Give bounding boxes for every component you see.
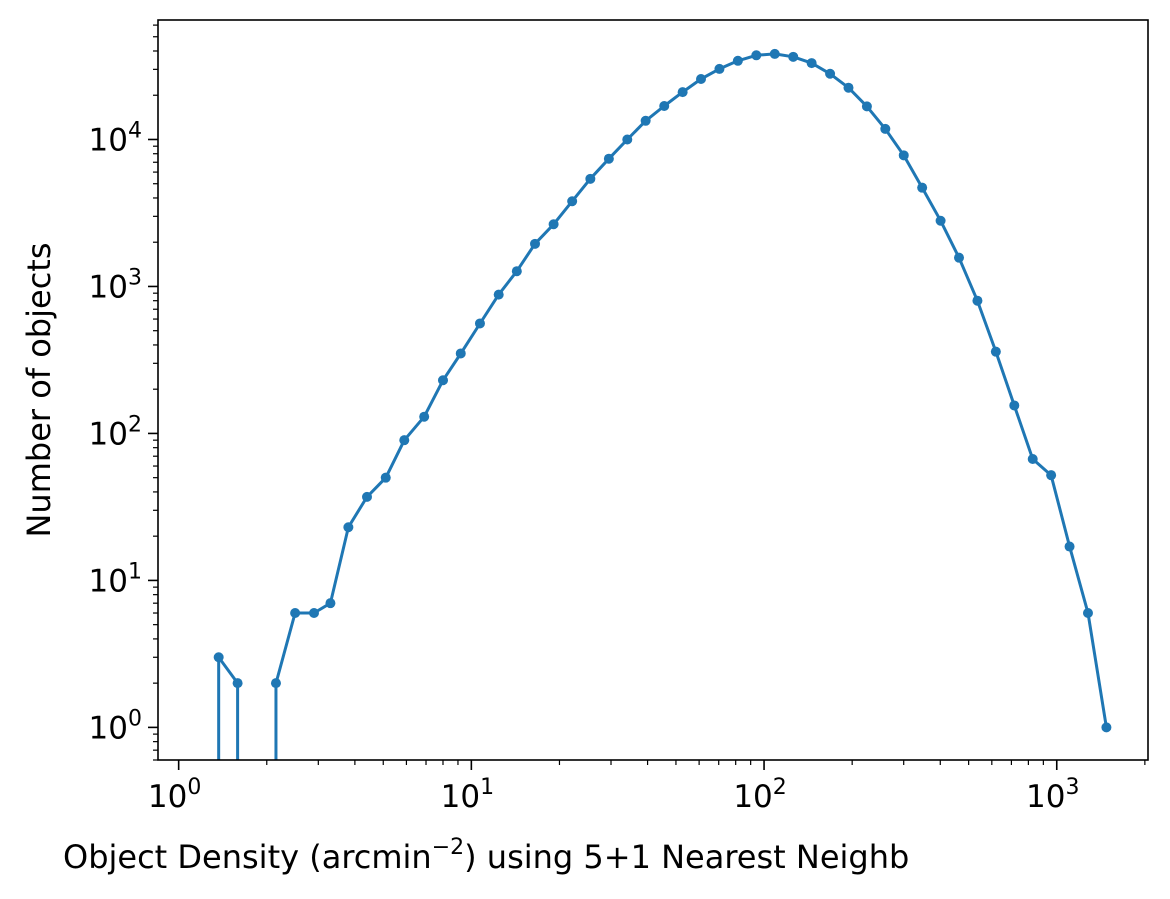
series-0-point-31 bbox=[806, 58, 817, 69]
series-0-point-22 bbox=[640, 115, 651, 126]
x-tick-label-2: 102 bbox=[733, 775, 786, 815]
y-tick-label-3: 103 bbox=[89, 265, 142, 305]
series-0-point-40 bbox=[972, 295, 983, 306]
y-tick-label-0: 100 bbox=[89, 706, 142, 746]
series-0-point-0 bbox=[213, 652, 224, 663]
series-0-point-35 bbox=[880, 123, 891, 134]
series-0-point-38 bbox=[935, 215, 946, 226]
plot-frame bbox=[157, 19, 1149, 761]
y-tick-label-2: 102 bbox=[89, 412, 142, 452]
series-0-point-29 bbox=[769, 48, 780, 59]
tick-layer: 100 101 102 103 100 101 102 103 104 bbox=[89, 24, 1146, 815]
series-0-point-6 bbox=[343, 522, 354, 533]
series-0-point-12 bbox=[455, 348, 466, 359]
series-0-point-27 bbox=[732, 55, 743, 66]
series-0-point-16 bbox=[530, 238, 541, 249]
series-0-point-37 bbox=[917, 182, 928, 193]
series-0-point-32 bbox=[825, 68, 836, 79]
series-0-point-23 bbox=[659, 100, 670, 111]
series-layer bbox=[213, 48, 1112, 760]
series-0-point-21 bbox=[622, 134, 633, 145]
series-0-point-43 bbox=[1027, 454, 1038, 464]
series-0-point-2 bbox=[270, 678, 281, 689]
series-0-point-18 bbox=[567, 196, 578, 207]
x-tick-label-3: 103 bbox=[1026, 775, 1079, 815]
series-0-point-34 bbox=[861, 101, 872, 112]
y-tick-label-4: 104 bbox=[89, 118, 142, 158]
x-tick-label-0: 100 bbox=[148, 775, 201, 815]
series-0-point-11 bbox=[437, 375, 448, 386]
y-tick-label-1: 101 bbox=[89, 559, 142, 599]
series-0-point-25 bbox=[696, 73, 707, 84]
series-0-point-46 bbox=[1082, 608, 1093, 619]
series-0-point-30 bbox=[788, 51, 799, 62]
series-0-line bbox=[274, 52, 1108, 728]
series-0-point-17 bbox=[548, 219, 559, 230]
series-0-point-42 bbox=[1009, 400, 1020, 411]
series-0-segment-0 bbox=[217, 656, 239, 685]
series-0-point-8 bbox=[380, 472, 391, 483]
series-0-point-1 bbox=[232, 678, 243, 689]
series-0-point-41 bbox=[990, 346, 1001, 357]
series-0-point-19 bbox=[585, 173, 596, 184]
series-0-point-13 bbox=[474, 318, 485, 329]
series-0-point-15 bbox=[511, 266, 522, 277]
series-0-point-20 bbox=[603, 153, 614, 164]
series-0-point-4 bbox=[309, 608, 320, 619]
series-0-point-44 bbox=[1046, 470, 1057, 481]
series-0-point-3 bbox=[290, 608, 301, 619]
series-0-point-26 bbox=[714, 63, 725, 74]
series-0-point-24 bbox=[677, 87, 688, 98]
x-axis-label: Object Density (arcmin−2) using 5+1 Near… bbox=[63, 835, 909, 876]
series-0-point-10 bbox=[419, 411, 430, 422]
series-0-point-7 bbox=[361, 491, 372, 502]
series-0-point-36 bbox=[898, 150, 909, 161]
series-0-point-5 bbox=[325, 598, 336, 609]
series-0-point-45 bbox=[1064, 541, 1075, 552]
series-0-point-9 bbox=[399, 435, 410, 446]
y-axis-label: Number of objects bbox=[20, 242, 58, 537]
series-0-point-28 bbox=[751, 50, 762, 61]
series-0-point-47 bbox=[1101, 722, 1112, 733]
series-0-point-33 bbox=[843, 82, 854, 93]
series-0-point-39 bbox=[954, 252, 965, 263]
x-tick-label-1: 101 bbox=[441, 775, 494, 815]
series-0-point-14 bbox=[493, 289, 504, 300]
